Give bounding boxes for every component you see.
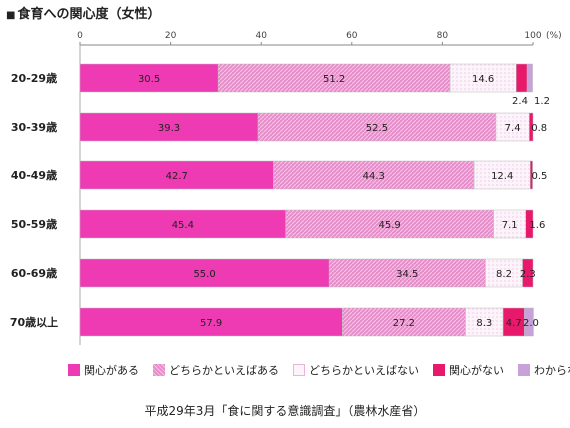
data-label: 27.2	[393, 318, 415, 329]
legend-label: どちらかといえばない	[309, 364, 419, 377]
data-label: 57.9	[200, 318, 222, 329]
chart-title-text: 食育への関心度（女性）	[17, 7, 161, 22]
legend-item: 関心がある	[68, 362, 139, 378]
data-label: 44.3	[363, 171, 385, 182]
category-label: 50-59歳	[11, 217, 57, 231]
legend-label: どちらかといえばある	[169, 364, 279, 377]
data-label: 0.8	[531, 123, 547, 134]
data-label: 1.2	[534, 96, 550, 107]
data-label: 39.3	[158, 123, 180, 134]
data-label: 42.7	[166, 171, 188, 182]
legend-swatch	[433, 364, 445, 376]
legend-swatch	[518, 364, 530, 376]
category-labels: 20-29歳 30-39歳 40-49歳 50-59歳 60-69歳 70歳以上	[10, 71, 58, 329]
category-label: 70歳以上	[10, 315, 58, 329]
category-label: 40-49歳	[11, 168, 57, 182]
legend: 関心がある どちらかといえばある どちらかといえばない 関心がない わからない	[68, 362, 570, 378]
bar-segment	[79, 258, 330, 288]
title-marker: ■	[6, 10, 16, 21]
bar-segment	[493, 209, 527, 239]
data-label: 55.0	[193, 269, 215, 280]
bar-segment	[495, 112, 530, 142]
stacked-bar-chart: 0 20 40 60 80 100 (%) 20-29歳 30-39歳 40-49歳 50-59歳…	[10, 31, 562, 345]
bar-segment	[530, 160, 533, 190]
category-label: 30-39歳	[11, 120, 57, 134]
unit-label: (%)	[546, 31, 562, 41]
legend-swatch	[153, 364, 165, 376]
data-label: 30.5	[138, 74, 160, 85]
x-tick-label: 0	[77, 31, 83, 41]
legend-label: 関心がない	[449, 364, 504, 377]
data-label: 34.5	[396, 269, 418, 280]
data-label: 1.6	[529, 220, 545, 231]
x-tick-label: 80	[437, 31, 449, 41]
chart-title: ■ 食育への関心度（女性）	[6, 3, 160, 22]
data-label: 2.4	[512, 96, 528, 107]
category-label: 20-29歳	[11, 71, 57, 85]
bar-segment	[522, 258, 534, 288]
data-label: 45.9	[378, 220, 400, 231]
data-label: 7.4	[505, 123, 521, 134]
data-label: 52.5	[366, 123, 388, 134]
legend-item: どちらかといえばない	[293, 362, 419, 378]
bar-segment	[525, 209, 534, 239]
data-label: 2.3	[520, 269, 536, 280]
source-note: 平成29年3月「食に関する意識調査」（農林水産省）	[144, 404, 426, 418]
bar-segment	[515, 63, 528, 93]
bar-segment	[79, 209, 286, 239]
bar-segment	[328, 258, 486, 288]
data-label: 45.4	[172, 220, 194, 231]
legend-item: わからない	[518, 362, 570, 378]
legend-label: 関心がある	[84, 364, 139, 377]
bar-segment	[529, 112, 534, 142]
data-label: 2.0	[523, 318, 539, 329]
bar-segment	[285, 209, 494, 239]
legend-item: 関心がない	[433, 362, 504, 378]
bar-segment	[79, 63, 219, 93]
data-label: 14.6	[472, 74, 494, 85]
category-label: 60-69歳	[11, 266, 57, 280]
legend-label: わからない	[534, 364, 570, 377]
bar-segment	[257, 112, 497, 142]
data-label: 8.2	[496, 269, 512, 280]
bar-segment	[79, 160, 274, 190]
bar-segment	[273, 160, 475, 190]
x-axis: 0 20 40 60 80 100 (%)	[77, 31, 562, 345]
x-tick-label: 60	[346, 31, 358, 41]
bar-segment	[473, 160, 531, 190]
data-label: 51.2	[323, 74, 345, 85]
x-tick-label: 20	[165, 31, 177, 41]
bar-segment	[485, 258, 523, 288]
data-label: 7.1	[502, 220, 518, 231]
bar-segment	[524, 307, 534, 337]
bar-segment	[465, 307, 504, 337]
x-tick-label: 40	[255, 31, 267, 41]
bar-segment	[217, 63, 451, 93]
bar-segment	[526, 63, 533, 93]
legend-swatch	[68, 364, 80, 376]
data-label: 4.7	[506, 318, 522, 329]
legend-swatch	[293, 364, 305, 376]
data-label: 0.5	[531, 171, 547, 182]
legend-item: どちらかといえばある	[153, 362, 279, 378]
data-label: 12.4	[491, 171, 513, 182]
bars	[79, 63, 534, 337]
data-label: 8.3	[476, 318, 492, 329]
data-labels: 30.5 51.2 14.6 2.4 1.2 39.3 52.5 7.4 0.8 42.7 44.3…	[138, 74, 550, 329]
x-tick-label: 100	[524, 31, 541, 41]
